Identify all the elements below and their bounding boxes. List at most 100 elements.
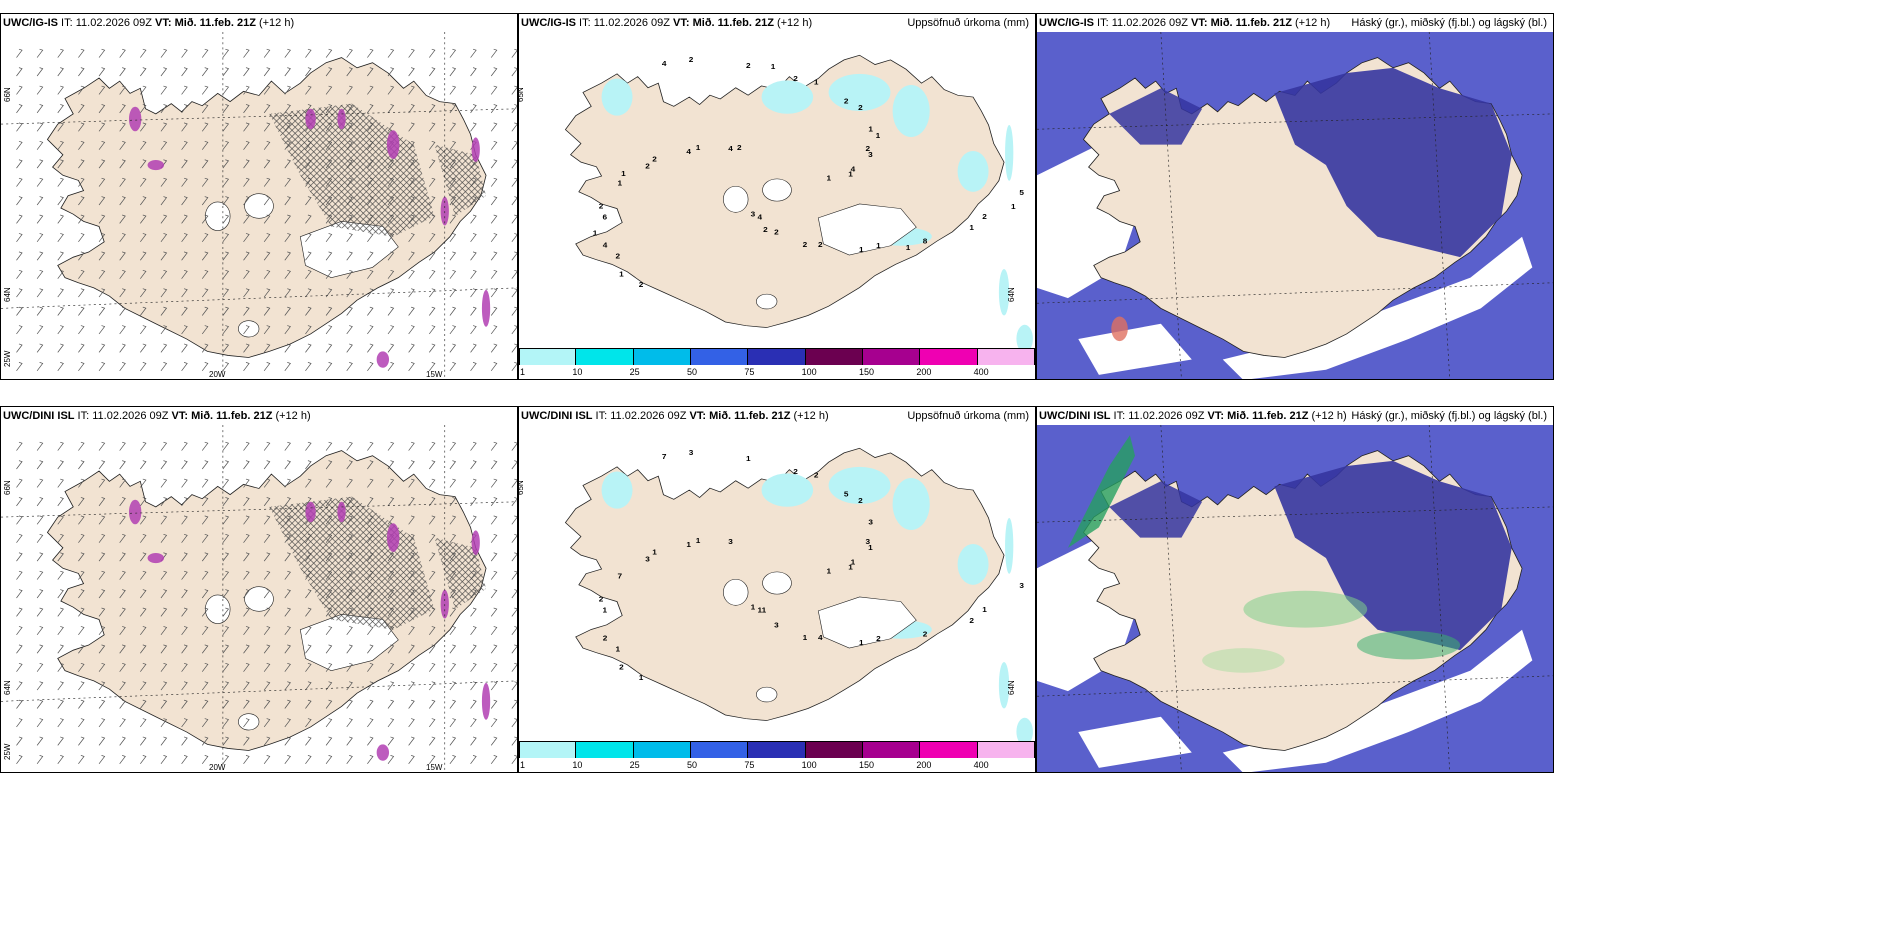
panel-header: UWC/IG-IS IT: 11.02.2026 09Z VT: Mið. 11… xyxy=(3,17,294,30)
precip-value: 4 xyxy=(686,147,691,156)
high-cloud-area xyxy=(1067,435,1461,673)
it-label: IT: xyxy=(576,17,594,29)
precip-value: 1 xyxy=(969,224,974,233)
glacier xyxy=(238,320,260,338)
precip-value: 1 xyxy=(876,132,881,141)
legend-swatch xyxy=(519,741,577,758)
vt-label: VT: xyxy=(1207,410,1228,422)
model-label: UWC/IG-IS xyxy=(3,17,58,29)
precip-value: 2 xyxy=(803,240,808,249)
lat-label: 25W xyxy=(3,743,12,760)
glacier xyxy=(238,713,260,731)
legend-tick-label: 50 xyxy=(687,367,698,377)
legend-tick-label: 150 xyxy=(859,367,875,377)
lat-label: 64N xyxy=(3,287,12,302)
legend-swatch xyxy=(519,348,577,365)
precip-value: 2 xyxy=(923,630,928,639)
legend-swatch xyxy=(576,741,634,758)
glacier xyxy=(756,293,778,310)
precip-value: 1 xyxy=(696,143,701,152)
precip-value: 1 xyxy=(686,540,691,549)
panel-header: UWC/DINI ISL IT: 11.02.2026 09Z VT: Mið.… xyxy=(1039,410,1347,423)
vt-value: Mið. 11.feb. 21Z xyxy=(191,410,276,422)
precip-value: 3 xyxy=(868,150,873,159)
precip-value: 7 xyxy=(662,453,667,462)
it-value: 11.02.2026 09Z xyxy=(92,410,172,422)
vt-label: VT: xyxy=(1191,17,1211,29)
legend-tick-label: 400 xyxy=(973,367,989,377)
precip-value: 1 xyxy=(868,125,873,134)
it-label: IT: xyxy=(592,410,611,422)
glacier xyxy=(817,596,917,649)
precip-value: 2 xyxy=(599,595,604,604)
precip-value: 3 xyxy=(866,537,871,546)
legend-tick-label: 25 xyxy=(629,760,640,770)
glacier xyxy=(244,193,274,219)
legend-swatch xyxy=(863,741,921,758)
precip-value: 2 xyxy=(619,663,624,672)
precip-value: 2 xyxy=(615,252,620,261)
legend-tick-label: 100 xyxy=(801,367,817,377)
precip-value: 3 xyxy=(645,555,650,564)
precip-value: 1 xyxy=(593,229,598,238)
glacier xyxy=(756,686,778,703)
legend-swatch xyxy=(576,348,634,365)
precip-value: 2 xyxy=(774,228,779,237)
precip-value: 2 xyxy=(603,634,608,643)
model-label: UWC/IG-IS xyxy=(1039,17,1094,29)
legend-tick-label: 75 xyxy=(744,367,755,377)
map-panel-precip-ig: UWC/IG-IS IT: 11.02.2026 09Z VT: Mið. 11… xyxy=(518,13,1036,380)
precip-hatch xyxy=(434,144,487,217)
precip-value: 2 xyxy=(982,213,987,222)
lon-label: 15W xyxy=(426,370,443,379)
legend-swatch xyxy=(805,348,863,365)
precip-value: 5 xyxy=(1019,189,1024,198)
precip-value: 1 xyxy=(814,78,819,87)
model-label: UWC/DINI ISL xyxy=(521,410,593,422)
precip-value: 4 xyxy=(757,213,762,222)
precip-value: 6 xyxy=(602,213,607,222)
vt-label: VT: xyxy=(673,17,693,29)
precip-value: 3 xyxy=(728,538,733,547)
lat-label: 65N xyxy=(518,87,525,102)
precip-value: 2 xyxy=(814,471,819,480)
map-canvas xyxy=(1037,32,1553,379)
precip-value: 2 xyxy=(866,144,871,153)
precip-value: 1 xyxy=(696,536,701,545)
map-panel-precip-dini: UWC/DINI ISL IT: 11.02.2026 09Z VT: Mið.… xyxy=(518,406,1036,773)
precip-legend: 1 10 25 50 75 100 150 200 400 xyxy=(519,348,1035,379)
panel-header: UWC/IG-IS IT: 11.02.2026 09Z VT: Mið. 11… xyxy=(1039,17,1330,30)
precip-value: 1 xyxy=(602,606,607,615)
precip-value: 1 xyxy=(803,633,808,642)
precip-value: 1 xyxy=(746,454,751,463)
precip-value: 2 xyxy=(645,162,650,171)
lat-label: 65N xyxy=(518,480,525,495)
precip-value: 2 xyxy=(858,496,863,505)
precip-value: 1 xyxy=(652,548,657,557)
precip-value: 3 xyxy=(689,448,694,457)
panel-field-title: Uppsöfnuð úrkoma (mm) xyxy=(907,410,1029,422)
precip-value: 2 xyxy=(793,74,798,83)
legend-swatch xyxy=(633,741,691,758)
it-label: IT: xyxy=(1110,410,1129,422)
precip-value: 1 xyxy=(982,606,987,615)
it-value: 11.02.2026 09Z xyxy=(593,17,674,29)
precip-value: 1 xyxy=(1011,203,1016,212)
precip-value: 1 xyxy=(751,603,756,612)
legend-tick-label: 1 xyxy=(520,367,526,377)
precip-value: 1 xyxy=(868,543,873,552)
map-canvas xyxy=(1,425,517,772)
glacier xyxy=(723,186,749,213)
precip-value: 1 xyxy=(619,270,624,279)
lead-time: (+12 h) xyxy=(275,410,311,422)
lon-label: 15W xyxy=(426,763,443,772)
glacier xyxy=(205,594,231,624)
precip-value: 2 xyxy=(969,617,974,626)
lead-time: (+12 h) xyxy=(776,17,813,29)
lon-label: 20W xyxy=(209,763,226,772)
vt-value: Mið. 11.feb. 21Z xyxy=(709,410,794,422)
high-cloud-area xyxy=(1111,316,1128,342)
legend-tick-label: 200 xyxy=(916,367,932,377)
vt-label: VT: xyxy=(155,17,175,29)
